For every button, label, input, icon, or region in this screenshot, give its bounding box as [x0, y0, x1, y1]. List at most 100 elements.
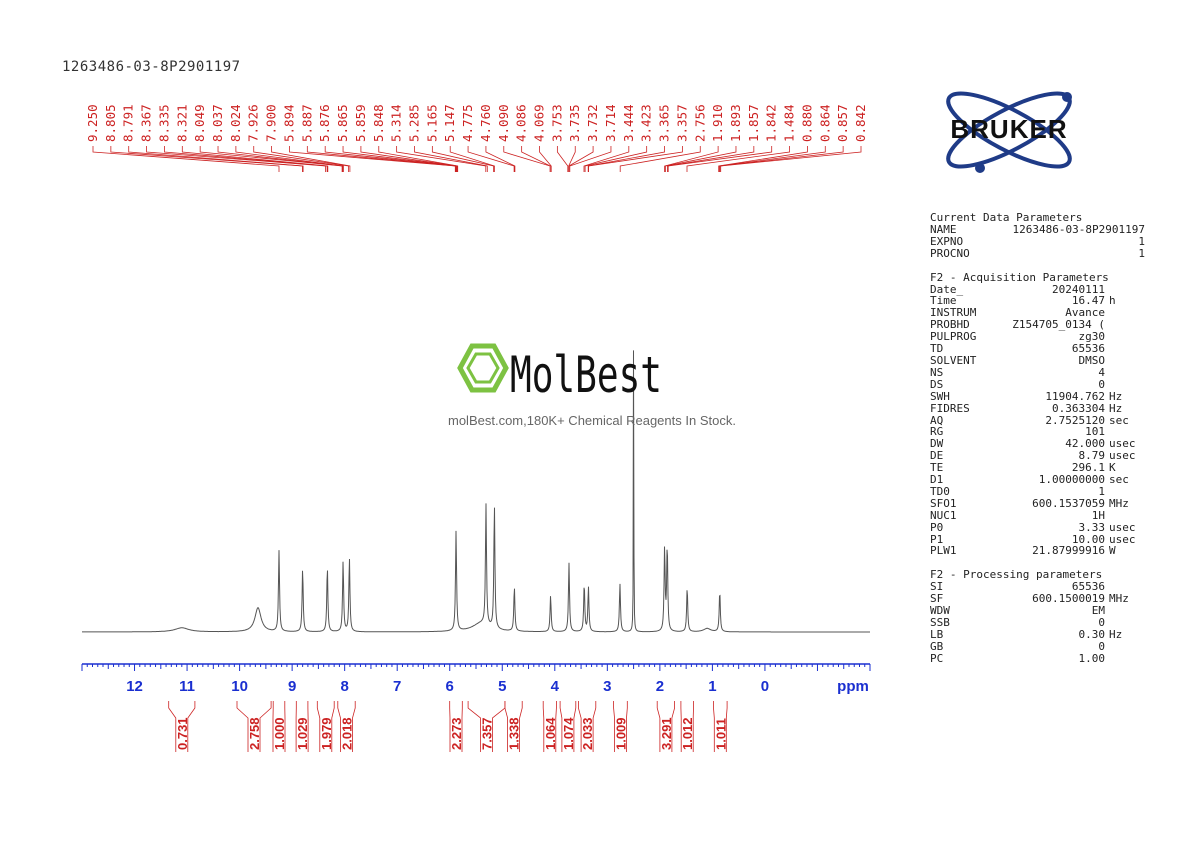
integral-bracket	[272, 701, 286, 752]
parameter-unit	[1105, 605, 1145, 617]
parameter-row: NS 4	[930, 365, 1145, 379]
peak-label: 3.753	[549, 104, 564, 142]
parameter-key: D1	[930, 473, 944, 487]
peak-label: 9.250	[85, 104, 100, 142]
integral-bracket	[316, 701, 335, 752]
parameter-value: 65536	[1071, 580, 1105, 594]
peak-label-connector	[396, 146, 487, 172]
parameter-row: P0 3.33 usec	[930, 520, 1145, 534]
integral-bracket	[168, 701, 196, 752]
x-tick-label: 1	[708, 678, 716, 695]
peak-label: 0.857	[835, 104, 850, 142]
integral-value: 2.758	[247, 717, 262, 750]
parameter-row: PC 1.00	[930, 652, 1145, 665]
integral-value: 1.338	[507, 717, 522, 750]
integral-value: 7.357	[480, 717, 495, 750]
parameter-unit	[1105, 319, 1145, 331]
peak-label-connector	[92, 146, 280, 172]
parameter-value: 101	[1085, 425, 1105, 439]
peak-label-connector	[568, 146, 594, 172]
x-tick-label: 12	[126, 678, 143, 695]
peak-label-connector	[664, 146, 719, 172]
parameter-unit: sec	[1109, 413, 1129, 427]
x-tick-label: 9	[288, 678, 296, 695]
parameter-unit	[1105, 379, 1145, 391]
bruker-logo-text: BRUKER	[950, 114, 1067, 144]
parameter-key: INSTRUM	[930, 306, 977, 320]
x-tick-label: 0	[761, 678, 769, 695]
integral-bracket	[559, 701, 577, 752]
parameter-unit: h	[1109, 294, 1116, 308]
peak-label-connector	[584, 146, 648, 172]
peak-label: 5.314	[389, 104, 404, 142]
parameter-row: NAME 1263486-03-8P2901197	[930, 224, 1145, 236]
parameter-row: LB 0.30 Hz	[930, 629, 1145, 641]
parameter-unit: usec	[1109, 520, 1136, 534]
parameter-row: Time 16.47 h	[930, 295, 1145, 307]
integral-value: 1.074	[561, 717, 576, 750]
integral-bracket	[680, 701, 694, 752]
parameter-key: SOLVENT	[930, 353, 977, 367]
parameter-row: SF 600.1500019 MHz	[930, 593, 1145, 605]
peak-label-connector	[667, 146, 755, 172]
integral-bracket	[656, 701, 675, 752]
molbest-watermark-logo: MolBest	[457, 343, 662, 402]
peak-label: 8.037	[210, 104, 225, 142]
peak-label-connector	[360, 146, 458, 172]
peak-label-connector	[619, 146, 701, 172]
peak-label-connector	[539, 146, 552, 172]
parameter-row: DS 0	[930, 377, 1145, 391]
parameter-row: DW 42.000 usec	[930, 438, 1145, 450]
parameter-value: 0	[1098, 616, 1105, 629]
integral-value: 1.064	[543, 717, 558, 750]
parameter-unit: MHz	[1109, 496, 1129, 510]
parameter-value: 1H	[1091, 508, 1105, 522]
parameter-key: TD	[930, 342, 944, 356]
parameter-row: PROCNO 1	[930, 246, 1145, 260]
peak-label-connector	[378, 146, 459, 172]
peak-label: 8.049	[192, 104, 207, 142]
parameter-row: NUC1 1H	[930, 508, 1145, 522]
peak-label: 1.484	[782, 104, 797, 142]
peak-label: 2.756	[692, 104, 707, 142]
peak-label-connector	[556, 146, 569, 172]
integral-bracket	[504, 701, 523, 752]
peak-label-connector	[414, 146, 488, 172]
integral-value: 2.033	[580, 717, 595, 750]
peak-label-connector	[667, 146, 773, 172]
integral-bracket	[236, 701, 272, 752]
parameter-value: 4	[1098, 365, 1105, 379]
parameter-key: DE	[930, 449, 944, 463]
integral-value: 1.011	[713, 718, 728, 750]
parameter-value: 0.30	[1078, 627, 1106, 641]
peak-label-connector	[217, 146, 344, 172]
parameter-value: 296.1	[1071, 461, 1105, 475]
parameter-key: P0	[930, 520, 944, 534]
parameter-value: 1	[1138, 246, 1145, 260]
parameter-row: WDW EM	[930, 605, 1145, 617]
parameter-unit	[1105, 307, 1145, 319]
parameter-key: DS	[930, 377, 944, 391]
x-tick-label: 4	[551, 678, 560, 695]
peak-label: 4.086	[514, 104, 529, 142]
parameter-row: RG 101	[930, 426, 1145, 438]
integral-value: 1.029	[295, 717, 310, 750]
integral-bracket	[613, 701, 628, 752]
parameter-key: EXPNO	[930, 234, 964, 248]
peak-label: 0.880	[799, 104, 814, 142]
parameter-row: PROBHD Z154705_0134 (	[930, 319, 1145, 331]
parameter-value: 1	[1138, 234, 1145, 248]
parameter-unit	[1105, 343, 1145, 355]
parameter-key: SSB	[930, 616, 950, 629]
parameter-key: NAME	[930, 222, 957, 236]
parameter-key: SI	[930, 580, 944, 594]
peak-label: 3.444	[621, 104, 636, 142]
peak-label: 8.321	[174, 104, 189, 142]
integral-value: 2.273	[449, 717, 464, 750]
x-tick-label: 5	[498, 678, 506, 695]
peak-label-connector	[235, 146, 344, 172]
parameter-row: INSTRUM Avance	[930, 307, 1145, 319]
peak-label-connector	[587, 146, 665, 172]
parameter-value: 10.00	[1071, 532, 1105, 546]
peak-label: 5.894	[281, 104, 296, 142]
